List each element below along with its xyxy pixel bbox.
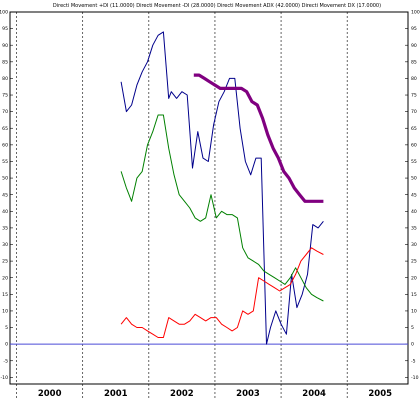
y-tick-label-right: 65 — [411, 126, 417, 132]
y-tick-label-right: 95 — [411, 26, 417, 32]
x-tick-label: 2002 — [170, 389, 194, 399]
y-tick-label-right: 20 — [411, 275, 417, 281]
y-tick-label-left: 75 — [2, 93, 8, 99]
y-tick-label-left: 80 — [2, 76, 8, 82]
x-tick-label: 2003 — [236, 389, 260, 399]
y-tick-label-left: -5 — [3, 358, 8, 364]
x-tick-label: 2001 — [104, 389, 128, 399]
y-tick-label-left: 55 — [2, 159, 8, 165]
y-tick-label-right: -10 — [411, 375, 419, 381]
chart-title: Directi Movement +DI (11.0000) Directi M… — [53, 3, 381, 9]
y-tick-label-left: 95 — [2, 26, 8, 32]
y-tick-label-left: 15 — [2, 292, 8, 298]
y-tick-label-right: 60 — [411, 142, 417, 148]
y-tick-label-right: 35 — [411, 225, 417, 231]
series-line-4 — [193, 73, 324, 203]
y-tick-label-right: 5 — [411, 325, 414, 331]
y-tick-label-left: 50 — [2, 176, 8, 182]
x-tick-label: 2005 — [368, 389, 392, 399]
y-tick-label-left: 25 — [2, 259, 8, 265]
series-line-3 — [120, 247, 324, 338]
y-tick-label-right: 25 — [411, 259, 417, 265]
series-line-2 — [120, 114, 324, 302]
y-tick-label-right: 45 — [411, 192, 417, 198]
y-tick-label-left: 60 — [2, 142, 8, 148]
y-tick-label-left: 20 — [2, 275, 8, 281]
y-tick-label-right: 55 — [411, 159, 417, 165]
y-tick-label-left: 0 — [5, 342, 8, 348]
y-tick-label-right: -5 — [411, 358, 416, 364]
y-tick-label-right: 30 — [411, 242, 417, 248]
y-tick-label-right: 15 — [411, 292, 417, 298]
y-tick-label-left: 70 — [2, 109, 8, 115]
y-tick-label-left: 5 — [5, 325, 8, 331]
y-tick-label-left: 85 — [2, 59, 8, 65]
series-line-1 — [120, 31, 324, 345]
y-tick-label-left: 100 — [0, 10, 8, 16]
y-tick-label-right: 10 — [411, 309, 417, 315]
plot-frame — [9, 11, 409, 385]
y-tick-label-left: 45 — [2, 192, 8, 198]
y-tick-label-right: 80 — [411, 76, 417, 82]
y-tick-label-left: 30 — [2, 242, 8, 248]
y-tick-label-left: 65 — [2, 126, 8, 132]
x-tick-label: 2004 — [302, 389, 326, 399]
y-tick-label-left: 40 — [2, 209, 8, 215]
y-tick-label-right: 50 — [411, 176, 417, 182]
series-layer — [10, 31, 408, 345]
y-tick-label-right: 75 — [411, 93, 417, 99]
y-tick-label-right: 90 — [411, 43, 417, 49]
y-tick-label-right: 40 — [411, 209, 417, 215]
y-tick-label-left: 35 — [2, 225, 8, 231]
y-tick-label-left: -10 — [0, 375, 8, 381]
y-tick-label-right: 100 — [411, 10, 420, 16]
y-tick-label-right: 70 — [411, 109, 417, 115]
x-tick-label: 2000 — [38, 389, 62, 399]
y-tick-label-right: 0 — [411, 342, 414, 348]
y-tick-label-left: 90 — [2, 43, 8, 49]
y-tick-label-right: 85 — [411, 59, 417, 65]
y-tick-label-left: 10 — [2, 309, 8, 315]
